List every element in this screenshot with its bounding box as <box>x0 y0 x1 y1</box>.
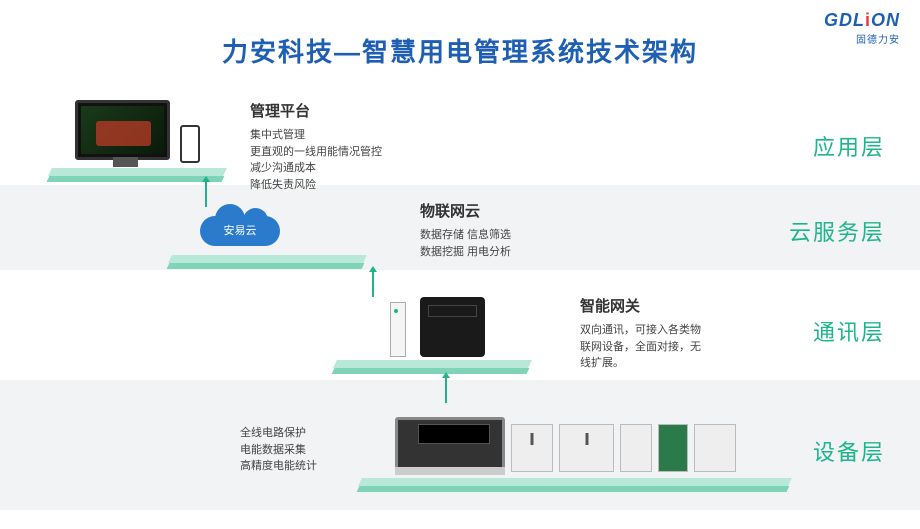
layer-label-comm: 通讯层 <box>813 315 885 347</box>
device-row <box>395 417 736 472</box>
block-cloud-title: 物联网云 <box>420 200 511 221</box>
arrow-comm-to-cloud <box>372 272 374 297</box>
platform-app-side <box>47 176 225 182</box>
block-cloud: 物联网云 数据存储 信息筛选 数据挖掘 用电分析 <box>420 200 511 260</box>
platform-device-side <box>357 486 790 492</box>
device-phone-icon <box>180 125 200 163</box>
arrow-cloud-to-app <box>205 182 207 207</box>
device-breaker-2-icon <box>559 424 614 472</box>
platform-app <box>48 168 227 176</box>
device-meter-icon <box>395 417 505 472</box>
block-cloud-lines: 数据存储 信息筛选 数据挖掘 用电分析 <box>420 227 511 260</box>
layer-label-device: 设备层 <box>813 435 885 467</box>
block-app-lines: 集中式管理 更直观的一线用能情况管控 减少沟通成本 降低失责风险 <box>250 127 382 193</box>
architecture-diagram: 应用层 管理平台 集中式管理 更直观的一线用能情况管控 减少沟通成本 降低失责风… <box>0 90 920 520</box>
platform-cloud-side <box>167 263 365 269</box>
arrow-device-to-comm <box>445 378 447 403</box>
block-app: 管理平台 集中式管理 更直观的一线用能情况管控 减少沟通成本 降低失责风险 <box>250 100 382 193</box>
brand-logo-sub: 固德力安 <box>824 31 900 46</box>
layer-label-app: 应用层 <box>813 130 885 162</box>
cloud-label: 安易云 <box>200 222 280 238</box>
block-comm-title: 智能网关 <box>580 295 701 316</box>
device-breaker-1-icon <box>511 424 553 472</box>
brand-logo-main: GDLiON <box>824 10 900 31</box>
cloud-icon: 安易云 <box>200 208 280 248</box>
platform-comm-side <box>332 368 530 374</box>
platform-comm <box>333 360 532 368</box>
device-module-2-icon <box>658 424 688 472</box>
device-module-1-icon <box>620 424 652 472</box>
block-app-title: 管理平台 <box>250 100 382 121</box>
gateway-tall-icon <box>390 302 406 357</box>
device-monitor-icon <box>75 100 170 160</box>
block-comm: 智能网关 双向通讯，可接入各类物 联网设备，全面对接，无 线扩展。 <box>580 295 701 372</box>
block-device: 全线电路保护 电能数据采集 高精度电能统计 <box>240 425 317 475</box>
gateway-box-icon <box>420 297 485 357</box>
layer-label-cloud: 云服务层 <box>789 215 885 247</box>
page-title: 力安科技—智慧用电管理系统技术架构 <box>0 0 920 69</box>
brand-logo: GDLiON 固德力安 <box>824 10 900 46</box>
block-device-lines: 全线电路保护 电能数据采集 高精度电能统计 <box>240 425 317 475</box>
platform-device <box>358 478 792 486</box>
platform-cloud <box>168 255 367 263</box>
device-relay-icon <box>694 424 736 472</box>
block-comm-lines: 双向通讯，可接入各类物 联网设备，全面对接，无 线扩展。 <box>580 322 701 372</box>
